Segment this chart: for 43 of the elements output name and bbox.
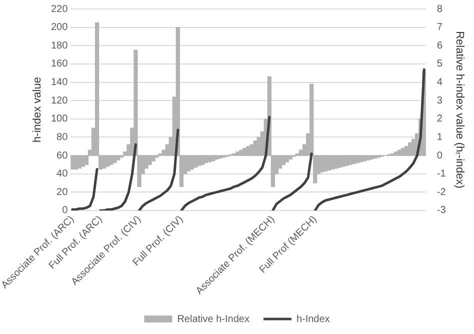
y-tick-label: 80 [56, 132, 68, 143]
bar [358, 155, 363, 162]
bar [207, 155, 212, 162]
bar [116, 155, 120, 160]
y2-tick-label: 8 [436, 4, 443, 15]
y-tick-label: 220 [50, 4, 68, 15]
y-tick-label: 60 [56, 150, 68, 162]
bar [148, 155, 152, 166]
y2-tick-label: 7 [436, 22, 443, 34]
bar [369, 155, 374, 160]
legend-label: Relative h-Index [177, 314, 250, 325]
legend-label: h-Index [296, 314, 330, 325]
y2-tick-label: 4 [436, 77, 443, 88]
bar [120, 155, 124, 158]
bar [154, 155, 159, 158]
bar [151, 155, 156, 162]
y-tick-label: 140 [50, 77, 68, 88]
bar [366, 155, 370, 160]
y2-tick-label: -1 [436, 168, 446, 180]
bar [284, 155, 290, 162]
y2-axis-title: Relative h-index value (hᵣ-index) [453, 31, 466, 188]
y-tick-label: 120 [50, 95, 68, 106]
bar [288, 155, 293, 160]
y-tick-label: 180 [50, 40, 68, 52]
y-tick-label: 160 [50, 58, 68, 70]
bar [362, 155, 366, 162]
y-tick-label: 20 [56, 186, 68, 198]
y2-tick-label: 5 [436, 58, 443, 70]
y-tick-label: 0 [62, 205, 68, 216]
y2-tick-label: 2 [436, 114, 443, 125]
bar [158, 153, 162, 156]
bar [214, 155, 219, 160]
y2-tick-label: 6 [436, 40, 443, 52]
y2-tick-label: 1 [436, 132, 443, 143]
y-tick-label: 100 [50, 114, 68, 125]
y-tick-label: 40 [56, 168, 68, 180]
y-tick-label: 200 [50, 22, 68, 34]
y-axis-title: h-index value [31, 77, 44, 142]
y2-tick-label: 0 [436, 150, 443, 162]
y2-tick-label: -3 [436, 205, 446, 216]
bar [211, 155, 216, 162]
y2-tick-label: 3 [436, 95, 443, 106]
y2-tick-label: -2 [436, 186, 446, 198]
